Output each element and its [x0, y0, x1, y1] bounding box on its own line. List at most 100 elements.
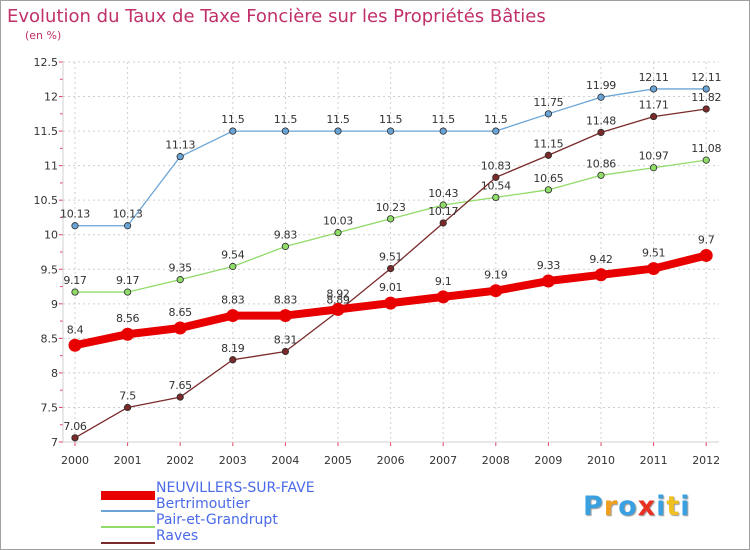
- data-point: [384, 296, 398, 310]
- series-raves: 7.06 7.5 7.65 8.19 8.31 8.89 9.51 10.17 10.83 11.…: [63, 91, 722, 442]
- data-point: [386, 264, 395, 273]
- data-label: 10.54: [481, 179, 511, 192]
- x-tick-label: 2010: [587, 454, 615, 467]
- data-label: 12.11: [691, 71, 721, 84]
- data-point: [386, 215, 395, 223]
- data-label: 10.65: [533, 172, 563, 185]
- data-point: [124, 288, 132, 296]
- x-tick-label: 2002: [166, 454, 194, 467]
- legend: NEUVILLERS-SUR-FAVE Bertrimoutier Pair-e…: [101, 480, 361, 549]
- logo-letter: o: [618, 491, 638, 522]
- data-label: 9.19: [484, 269, 508, 282]
- legend-item-bertrimoutier: Bertrimoutier: [101, 496, 361, 519]
- data-point: [699, 248, 713, 262]
- data-point: [229, 356, 237, 364]
- data-point: [544, 151, 553, 159]
- data-label: 11.08: [691, 142, 721, 155]
- data-point: [331, 302, 345, 316]
- data-point: [281, 242, 289, 251]
- data-label: 10.03: [323, 215, 353, 228]
- data-point: [439, 219, 447, 227]
- data-label: 9.17: [116, 274, 140, 287]
- data-point: [597, 171, 605, 179]
- data-label: 11.5: [221, 113, 245, 126]
- data-point: [702, 105, 710, 113]
- legend-label-pair-et-grandrupt: Pair-et-Grandrupt: [156, 512, 278, 528]
- y-tick-label: 12: [44, 91, 58, 104]
- data-label: 7.06: [63, 420, 87, 433]
- data-label: 11.5: [326, 113, 350, 126]
- legend-label-bertrimoutier: Bertrimoutier: [156, 496, 250, 512]
- data-label: 11.5: [484, 113, 508, 126]
- legend-item-raves: Raves: [101, 528, 361, 549]
- data-label: 9.01: [379, 281, 402, 294]
- y-tick-label: 9: [51, 298, 58, 311]
- data-point: [647, 262, 661, 276]
- y-tick-label: 12.5: [34, 56, 59, 69]
- x-tick-label: 2003: [219, 454, 247, 467]
- y-tick-label: 11.5: [34, 125, 59, 138]
- data-label: 11.5: [432, 113, 456, 126]
- data-label: 10.83: [481, 159, 511, 172]
- data-label: 9.17: [63, 274, 87, 287]
- data-label: 8.89: [326, 293, 350, 306]
- data-point: [597, 93, 605, 101]
- proxiti-logo: Proxiti: [583, 491, 691, 522]
- data-point: [541, 274, 555, 288]
- logo-letter: P: [583, 491, 604, 522]
- data-label: 10.43: [428, 187, 458, 200]
- logo-letter: x: [637, 491, 657, 522]
- y-tick-label: 7.5: [41, 401, 59, 414]
- x-tick-label: 2011: [640, 454, 668, 467]
- data-label: 8.83: [221, 294, 245, 307]
- data-label: 11.5: [379, 113, 403, 126]
- data-point: [436, 290, 450, 304]
- data-label: 11.82: [691, 91, 721, 104]
- data-point: [176, 153, 184, 161]
- legend-label-raves: Raves: [156, 528, 199, 544]
- data-point: [71, 434, 79, 442]
- y-tick-label: 7: [51, 436, 58, 449]
- data-point: [649, 112, 658, 121]
- data-label: 11.13: [165, 139, 195, 152]
- data-point: [71, 288, 79, 296]
- y-tick-label: 8.5: [41, 332, 59, 345]
- data-label: 10.23: [376, 201, 406, 214]
- data-label: 7.65: [169, 379, 193, 392]
- grid-lines: 7 7.5 8 8.5 9 9.5 10 10.5 11 11.5 12 12.5 2000 2001 20…: [34, 56, 721, 467]
- data-label: 11.5: [274, 113, 298, 126]
- data-point: [334, 229, 342, 237]
- chart-title: Evolution du Taux de Taxe Foncière sur l…: [7, 6, 546, 27]
- data-label: 9.42: [589, 253, 612, 266]
- data-label: 9.51: [379, 251, 402, 264]
- x-tick-label: 2001: [114, 454, 142, 467]
- data-point: [594, 268, 608, 282]
- x-tick-label: 2007: [429, 454, 457, 467]
- series-bertrimoutier: 10.13 10.13 11.13 11.5 11.5 11.5 11.5 11.5 11.5 1…: [60, 71, 722, 230]
- x-tick-label: 2004: [271, 454, 299, 467]
- data-point: [71, 222, 79, 230]
- data-label: 9.1: [435, 275, 452, 288]
- data-point: [121, 327, 135, 341]
- x-tick-label: 2009: [534, 454, 562, 467]
- chart-subtitle: (en %): [25, 29, 62, 42]
- data-label: 10.86: [586, 157, 616, 170]
- data-label: 9.83: [274, 228, 298, 241]
- y-tick-label: 10: [44, 229, 58, 242]
- data-label: 8.83: [274, 294, 298, 307]
- logo-letter: i: [680, 491, 691, 522]
- data-label: 11.15: [533, 137, 563, 150]
- data-point: [176, 276, 184, 284]
- data-point: [278, 309, 292, 323]
- data-label: 10.13: [113, 208, 143, 221]
- data-label: 9.35: [169, 262, 193, 275]
- data-label: 8.19: [221, 342, 245, 355]
- data-point: [492, 173, 500, 181]
- data-label: 11.75: [533, 96, 563, 109]
- data-point: [702, 85, 710, 93]
- data-point: [281, 127, 289, 135]
- data-label: 8.56: [116, 312, 140, 325]
- data-label: 9.54: [221, 249, 245, 262]
